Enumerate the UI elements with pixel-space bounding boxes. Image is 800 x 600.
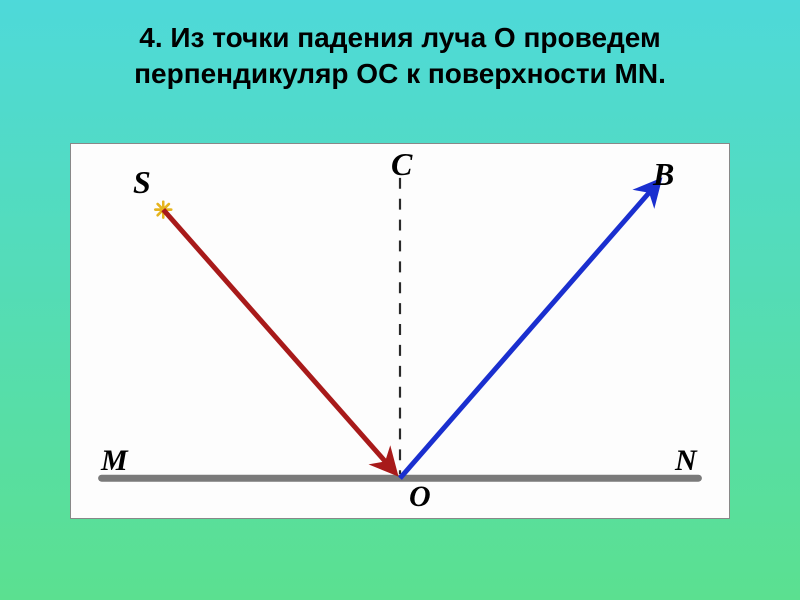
title-line-1: 4. Из точки падения луча О проведем: [139, 22, 660, 53]
label-c: C: [391, 146, 412, 183]
title-line-2: перпендикуляр ОС к поверхности MN.: [134, 58, 666, 89]
diagram-container: S C B M N O: [70, 143, 730, 519]
label-o: O: [409, 480, 431, 514]
slide-title: 4. Из точки падения луча О проведем перп…: [0, 0, 800, 103]
ray-diagram-svg: [71, 144, 729, 518]
label-b: B: [653, 156, 674, 193]
label-s: S: [133, 164, 151, 201]
incident-ray: [163, 209, 394, 472]
reflected-ray: [400, 182, 659, 478]
label-n: N: [675, 444, 697, 478]
label-m: M: [101, 444, 128, 478]
